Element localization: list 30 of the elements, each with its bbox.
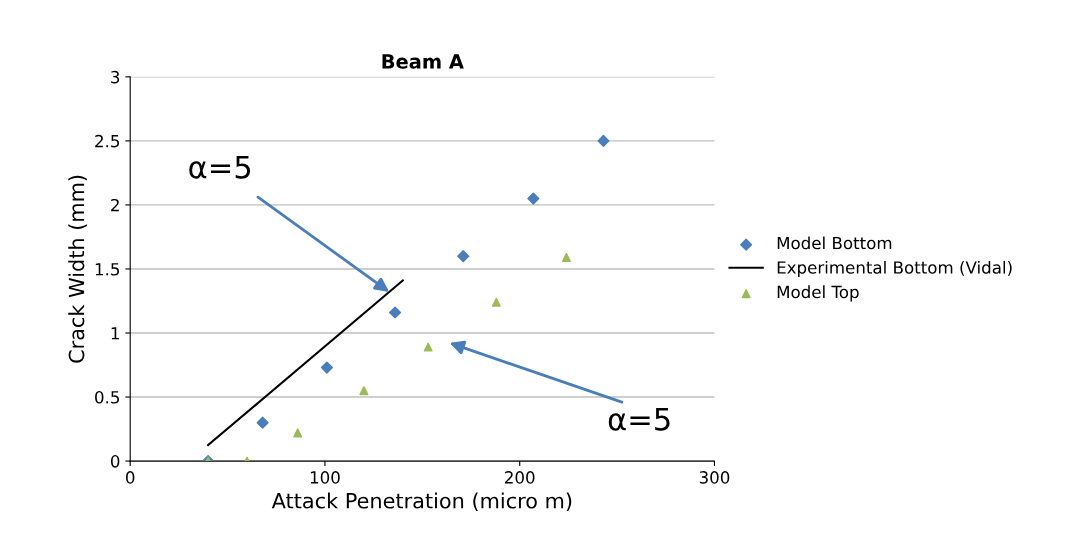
point [491, 297, 501, 307]
x-tick-label: 100 [310, 471, 340, 484]
legend-label: Model Bottom [777, 236, 892, 250]
point [597, 134, 610, 147]
point [527, 192, 540, 205]
y-tick-label: 0.5 [95, 390, 120, 404]
point [423, 342, 433, 352]
y-axis-title: Crack Width (mm) [68, 175, 87, 363]
annotation: α=5 [608, 408, 670, 431]
point [457, 250, 470, 263]
legend-label: Experimental Bottom (Vidal) [777, 260, 1012, 278]
y-tick-label: 2.5 [95, 134, 120, 148]
point [359, 386, 369, 396]
chart-title: Beam A [382, 54, 464, 69]
point [388, 306, 402, 319]
y-tick-label: 1 [111, 327, 119, 340]
point [561, 252, 571, 262]
x-tick-label: 0 [125, 471, 135, 484]
legend-label: Model Top [777, 285, 859, 302]
y-tick-label: 2 [111, 198, 119, 212]
y-tick-label: 0 [110, 455, 120, 468]
annotation: α=5 [189, 155, 251, 179]
y-tick-label: 1.5 [95, 263, 120, 276]
point [320, 361, 333, 374]
point [293, 428, 303, 438]
point [256, 416, 269, 429]
x-tick-label: 300 [699, 471, 730, 484]
x-axis-title: Attack Penetration (micro m) [271, 492, 572, 512]
x-tick-label: 200 [505, 471, 535, 484]
y-tick-label: 3 [111, 70, 120, 84]
